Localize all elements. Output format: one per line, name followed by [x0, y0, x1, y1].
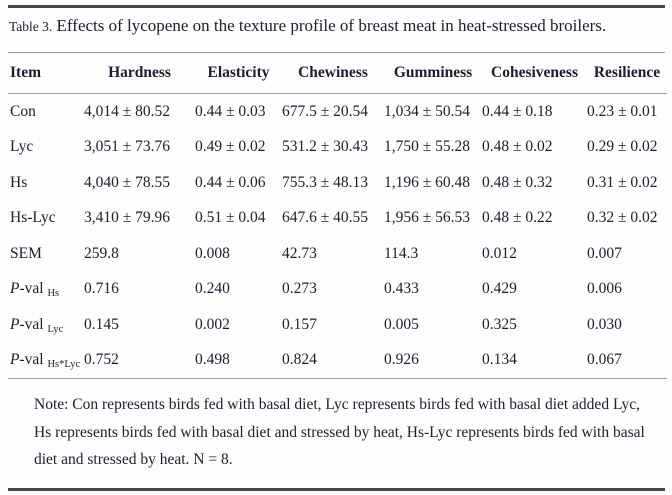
cell-value: 647.6 ± 40.55 [282, 209, 369, 227]
cell-value: 0.006 [587, 280, 622, 298]
table-row: Hs-Lyc 3,410 ± 79.96 0.51 ± 0.04 647.6 ± 40… [8, 201, 667, 237]
cell-value: 0.145 [84, 315, 119, 333]
cell-value: 114.3 [384, 244, 419, 262]
row-label: P-val Lyc [10, 315, 64, 335]
cell-value: 1,196 ± 60.48 [384, 173, 471, 191]
cell-value: 0.926 [384, 351, 419, 369]
cell-value: 0.51 ± 0.04 [195, 209, 266, 227]
cell-value: 1,956 ± 56.53 [384, 209, 471, 227]
cell-value: 0.48 ± 0.32 [482, 173, 553, 191]
cell-value: 677.5 ± 20.54 [282, 102, 369, 120]
column-header-elasticity: Elasticity [195, 53, 282, 94]
cell-value: 0.32 ± 0.02 [587, 209, 658, 227]
cell-value: 0.44 ± 0.06 [195, 173, 266, 191]
cell-value: 3,410 ± 79.96 [84, 209, 171, 227]
cell-value: 0.325 [482, 315, 517, 333]
row-label: Con [10, 102, 36, 120]
table-row: P-val Hs*Lyc 0.752 0.498 0.824 0.926 0.134 0.0… [8, 343, 667, 379]
cell-value: 0.824 [282, 351, 317, 369]
cell-value: 0.007 [587, 244, 622, 262]
row-label: P-val Hs*Lyc [10, 351, 81, 371]
cell-value: 0.240 [195, 280, 230, 298]
cell-value: 259.8 [84, 244, 119, 262]
cell-value: 1,750 ± 55.28 [384, 138, 471, 156]
title-rule [8, 52, 665, 53]
cell-value: 0.012 [482, 244, 517, 262]
cell-value: 0.005 [384, 315, 419, 333]
cell-value: 0.48 ± 0.02 [482, 138, 553, 156]
table-row: P-val Hs 0.716 0.240 0.273 0.433 0.429 0.006 [8, 272, 667, 308]
cell-value: 531.2 ± 30.43 [282, 138, 369, 156]
table-number-label: Table 3. [9, 19, 53, 34]
table-body: Con 4,014 ± 80.52 0.44 ± 0.03 677.5 ± 20.54… [8, 94, 667, 379]
note-text: Note: Con represents birds fed with basa… [34, 396, 645, 468]
cell-value: 0.429 [482, 280, 517, 298]
table-header-row: Item Hardness Elasticity Chewiness Gumminess… [8, 53, 667, 94]
cell-value: 0.716 [84, 280, 119, 298]
column-header-resilience: Resilience [587, 53, 667, 94]
column-header-chewiness: Chewiness [282, 53, 384, 94]
table-title-text: Effects of lycopene on the texture profi… [56, 16, 607, 35]
row-label: P-val Hs [10, 280, 60, 300]
row-label: Lyc [10, 138, 34, 156]
cell-value: 1,034 ± 50.54 [384, 102, 471, 120]
cell-value: 0.498 [195, 351, 230, 369]
cell-value: 4,014 ± 80.52 [84, 102, 171, 120]
table-row: Hs 4,040 ± 78.55 0.44 ± 0.06 755.3 ± 48.13 1… [8, 165, 667, 201]
cell-value: 4,040 ± 78.55 [84, 173, 171, 191]
table-row: Con 4,014 ± 80.52 0.44 ± 0.03 677.5 ± 20.54… [8, 94, 667, 130]
cell-value: 0.067 [587, 351, 622, 369]
cell-value: 42.73 [282, 244, 317, 262]
table-row: SEM 259.8 0.008 42.73 114.3 0.012 0.007 [8, 236, 667, 272]
cell-value: 0.44 ± 0.03 [195, 102, 266, 120]
bottom-rule [8, 487, 665, 491]
cell-value: 0.002 [195, 315, 230, 333]
cell-value: 0.433 [384, 280, 419, 298]
cell-value: 3,051 ± 73.76 [84, 138, 171, 156]
cell-value: 0.23 ± 0.01 [587, 102, 658, 120]
cell-value: 0.030 [587, 315, 622, 333]
row-label: Hs-Lyc [10, 209, 56, 227]
cell-value: 0.273 [282, 280, 317, 298]
row-label: Hs [10, 173, 28, 191]
cell-value: 0.008 [195, 244, 230, 262]
cell-value: 0.49 ± 0.02 [195, 138, 266, 156]
table-title: Table 3. Effects of lycopene on the text… [8, 8, 665, 52]
cell-value: 0.44 ± 0.18 [482, 102, 553, 120]
row-label: SEM [10, 244, 42, 262]
texture-profile-table: Item Hardness Elasticity Chewiness Gumminess… [8, 53, 667, 379]
cell-value: 0.157 [282, 315, 317, 333]
cell-value: 0.134 [482, 351, 517, 369]
cell-value: 0.29 ± 0.02 [587, 138, 658, 156]
cell-value: 755.3 ± 48.13 [282, 173, 369, 191]
column-header-hardness: Hardness [84, 53, 195, 94]
column-header-item: Item [8, 53, 84, 94]
table-row: P-val Lyc 0.145 0.002 0.157 0.005 0.325 0.030 [8, 307, 667, 343]
column-header-gumminess: Gumminess [384, 53, 482, 94]
column-header-cohesiveness: Cohesiveness [482, 53, 587, 94]
cell-value: 0.31 ± 0.02 [587, 173, 658, 191]
table-row: Lyc 3,051 ± 73.76 0.49 ± 0.02 531.2 ± 30.43… [8, 130, 667, 166]
top-rule [8, 5, 665, 8]
cell-value: 0.752 [84, 351, 119, 369]
cell-value: 0.48 ± 0.22 [482, 209, 553, 227]
